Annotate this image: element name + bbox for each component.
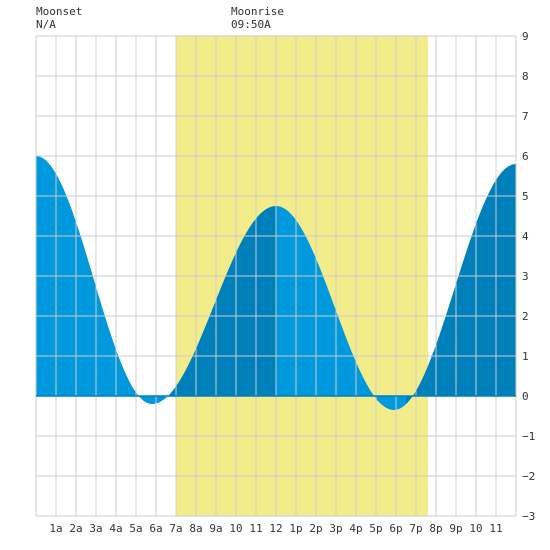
moonrise-label: Moonrise — [231, 5, 284, 18]
y-tick-label: 8 — [522, 70, 529, 83]
x-tick-label: 1p — [289, 522, 302, 535]
x-tick-label: 8p — [429, 522, 442, 535]
y-tick-label: 9 — [522, 30, 529, 43]
x-tick-label: 1a — [49, 522, 62, 535]
tide-areas — [36, 156, 516, 410]
x-tick-label: 10 — [469, 522, 482, 535]
x-tick-label: 11 — [489, 522, 502, 535]
x-tick-label: 5p — [369, 522, 382, 535]
x-tick-label: 3a — [89, 522, 102, 535]
tide-area-2 — [166, 206, 276, 398]
x-tick-label: 6a — [149, 522, 162, 535]
x-tick-label: 2p — [309, 522, 322, 535]
x-tick-label: 4a — [109, 522, 122, 535]
y-tick-label: 2 — [522, 310, 529, 323]
y-tick-label: 5 — [522, 190, 529, 203]
y-tick-label: 0 — [522, 390, 529, 403]
x-tick-label: 6p — [389, 522, 402, 535]
x-tick-label: 9a — [209, 522, 222, 535]
y-tick-label: −3 — [522, 510, 535, 523]
tide-area-1 — [36, 156, 166, 404]
x-tick-label: 3p — [329, 522, 342, 535]
y-tick-label: 4 — [522, 230, 529, 243]
tide-area-3 — [276, 206, 406, 410]
x-tick-label: 9p — [449, 522, 462, 535]
x-tick-label: 10 — [229, 522, 242, 535]
moonrise-value: 09:50A — [231, 18, 271, 31]
tide-area-4 — [406, 164, 516, 405]
x-tick-label: 12 — [269, 522, 282, 535]
y-tick-label: 7 — [522, 110, 529, 123]
x-tick-label: 8a — [189, 522, 202, 535]
y-tick-label: −2 — [522, 470, 535, 483]
x-axis-ticks: 1a 2a 3a 4a 5a 6a 7a 8a 9a 10 11 12 1p 2p 3p 4p 5p 6p 7p 8p… — [49, 522, 502, 535]
x-tick-label: 7a — [169, 522, 182, 535]
x-tick-label: 2a — [69, 522, 82, 535]
x-tick-label: 4p — [349, 522, 362, 535]
x-tick-label: 5a — [129, 522, 142, 535]
y-tick-label: −1 — [522, 430, 535, 443]
y-axis-ticks: −3 −2 −1 0 1 2 3 4 5 6 7 8 9 — [522, 30, 535, 523]
x-tick-label: 7p — [409, 522, 422, 535]
moonset-label: Moonset — [36, 5, 83, 18]
moonset-value: N/A — [36, 18, 56, 31]
y-tick-label: 6 — [522, 150, 529, 163]
y-tick-label: 1 — [522, 350, 529, 363]
y-tick-label: 3 — [522, 270, 529, 283]
x-tick-label: 11 — [249, 522, 262, 535]
